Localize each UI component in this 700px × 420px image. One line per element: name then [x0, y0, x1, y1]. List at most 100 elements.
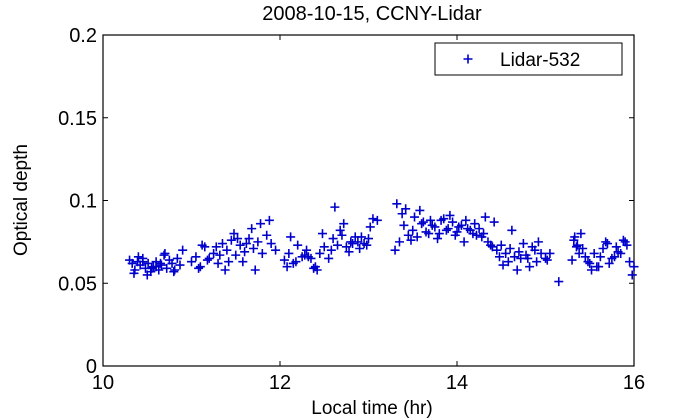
data-point: [271, 245, 281, 255]
data-point: [613, 247, 623, 257]
data-point: [394, 237, 404, 247]
data-point: [324, 253, 334, 263]
data-point: [494, 252, 504, 262]
data-point: [434, 229, 444, 239]
x-tick-label: 14: [446, 372, 468, 394]
data-point: [403, 230, 413, 240]
data-point: [368, 214, 378, 224]
data-point: [585, 258, 595, 268]
data-point: [406, 235, 416, 245]
data-point: [293, 240, 303, 250]
data-point: [133, 252, 143, 262]
data-point: [532, 257, 542, 267]
data-point: [503, 257, 513, 267]
data-point: [229, 229, 239, 239]
data-point: [629, 262, 639, 272]
data-point: [282, 262, 292, 272]
data-point: [408, 225, 418, 235]
data-point: [592, 262, 602, 272]
data-point: [480, 212, 490, 222]
data-point: [330, 202, 340, 212]
data-point: [372, 215, 382, 225]
data-point: [204, 253, 214, 263]
data-point: [443, 224, 453, 234]
data-point: [459, 237, 469, 247]
data-point: [417, 219, 427, 229]
data-point: [169, 267, 179, 277]
data-point: [521, 250, 531, 260]
data-point: [333, 240, 343, 250]
data-point: [339, 219, 349, 229]
data-point: [505, 243, 515, 253]
data-point: [244, 234, 254, 244]
data-point: [571, 242, 581, 252]
legend-plus-marker: [463, 54, 473, 64]
data-point: [576, 229, 586, 239]
data-point: [156, 258, 166, 268]
data-point: [238, 257, 248, 267]
data-point: [463, 224, 473, 234]
data-point: [241, 239, 251, 249]
axis-ticks: 10 12 14 16 0 0.05 0.1 0.15 0.2: [58, 25, 645, 394]
data-point: [569, 235, 579, 245]
data-point: [191, 252, 201, 262]
data-point: [412, 232, 422, 242]
data-point: [142, 270, 152, 280]
data-point: [601, 237, 611, 247]
data-point: [209, 248, 219, 258]
data-point: [162, 263, 172, 273]
data-point: [353, 237, 363, 247]
data-point: [233, 234, 243, 244]
data-point: [302, 245, 312, 255]
data-point: [427, 220, 437, 230]
data-point: [213, 258, 223, 268]
data-point: [143, 258, 153, 268]
data-point: [365, 222, 375, 232]
y-tick-label: 0.2: [69, 25, 97, 47]
data-point: [468, 229, 478, 239]
data-point: [436, 215, 446, 225]
data-point: [433, 234, 443, 244]
data-point: [445, 210, 455, 220]
data-point: [536, 248, 546, 258]
data-point: [266, 239, 276, 249]
data-point: [525, 262, 535, 272]
data-point: [172, 253, 182, 263]
data-point: [510, 252, 520, 262]
data-point: [257, 248, 267, 258]
y-tick-label: 0.05: [58, 273, 97, 295]
data-point: [211, 242, 221, 252]
data-point: [328, 234, 338, 244]
data-point: [554, 277, 564, 287]
data-point: [461, 215, 471, 225]
data-point: [248, 243, 258, 253]
data-point: [425, 215, 435, 225]
data-point: [545, 248, 555, 258]
y-tick-label: 0.15: [58, 108, 97, 130]
data-point: [231, 250, 241, 260]
data-point: [364, 234, 373, 244]
data-point: [518, 239, 528, 249]
data-point: [542, 255, 552, 265]
data-point: [194, 263, 204, 273]
data-point: [618, 235, 628, 245]
data-point: [424, 229, 434, 239]
x-tick-label: 10: [92, 372, 114, 394]
data-point: [279, 255, 289, 265]
data-point: [492, 245, 502, 255]
data-point: [516, 253, 526, 263]
data-point: [303, 252, 313, 262]
data-point: [264, 215, 274, 225]
data-point: [159, 250, 169, 260]
data-point: [129, 268, 139, 278]
data-point: [291, 257, 301, 267]
data-point: [362, 240, 372, 250]
data-point: [602, 239, 612, 249]
data-point: [250, 265, 260, 275]
y-axis-label: Optical depth: [11, 144, 32, 256]
data-point: [595, 252, 605, 262]
data-point: [401, 204, 411, 214]
data-point: [156, 260, 166, 270]
data-point: [220, 265, 230, 275]
data-point: [197, 240, 207, 250]
